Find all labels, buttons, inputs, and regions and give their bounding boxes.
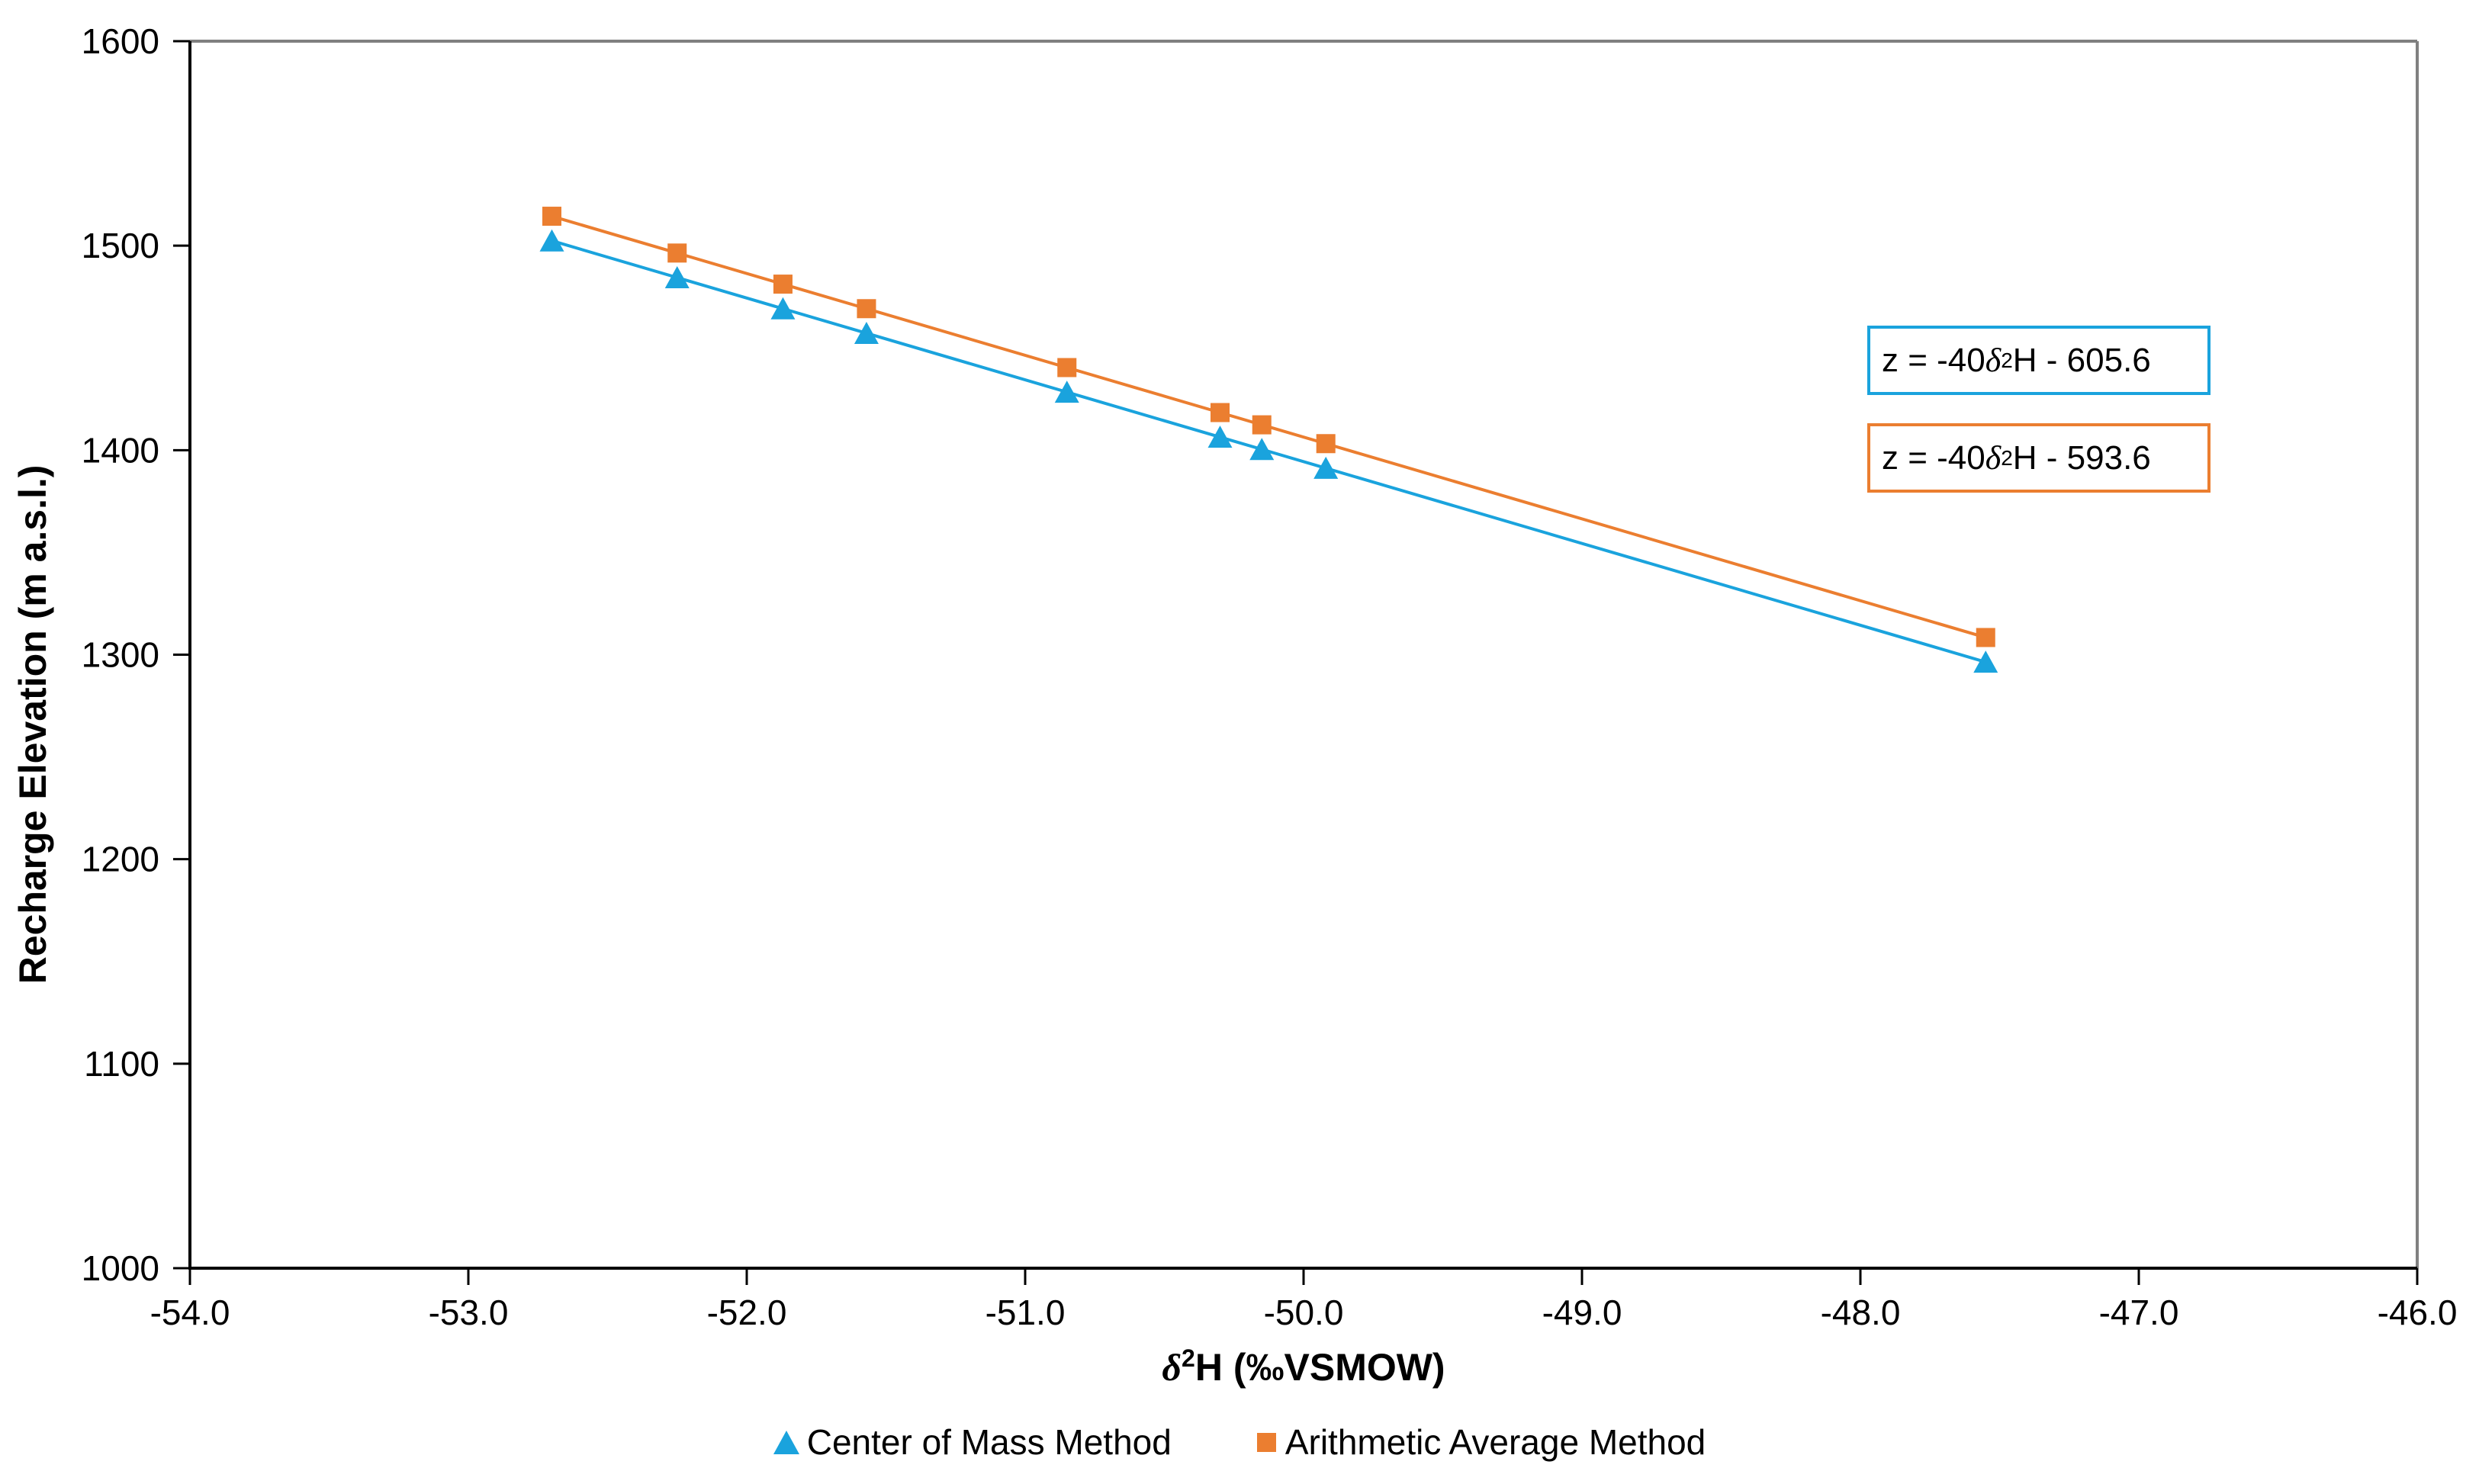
plot-frame	[190, 40, 2419, 1268]
y-tick-label: 1000	[82, 1248, 159, 1288]
data-point[interactable]	[542, 207, 561, 226]
x-tick-label: -48.0	[1821, 1293, 1901, 1332]
triangle-marker-icon	[773, 1430, 799, 1454]
x-tick-label: -50.0	[1264, 1293, 1344, 1332]
data-point[interactable]	[773, 275, 793, 294]
data-point[interactable]	[1054, 381, 1079, 403]
axes	[188, 41, 2417, 1270]
data-point[interactable]	[1316, 434, 1336, 454]
x-tick-label: -49.0	[1542, 1293, 1622, 1332]
data-point[interactable]	[1249, 438, 1275, 461]
x-tick-label: -46.0	[2378, 1293, 2458, 1332]
y-tick-label: 1100	[84, 1044, 159, 1084]
y-tick-label: 1400	[82, 430, 159, 470]
x-tick-label: -54.0	[150, 1293, 230, 1332]
data-point[interactable]	[1976, 628, 1995, 647]
data-point[interactable]	[854, 321, 879, 344]
y-tick-label: 1300	[82, 635, 159, 675]
data-point[interactable]	[1211, 403, 1230, 422]
y-tick-label: 1600	[82, 21, 159, 61]
data-point[interactable]	[770, 297, 796, 320]
square-marker-icon	[1256, 1432, 1276, 1452]
legend: Center of Mass Method Arithmetic Average…	[0, 1415, 2479, 1469]
legend-item-arithmetic-average[interactable]: Arithmetic Average Method	[1256, 1421, 1706, 1463]
data-point[interactable]	[1313, 456, 1339, 479]
data-point[interactable]	[1252, 415, 1272, 435]
data-point[interactable]	[857, 299, 876, 319]
x-axis-ticks: -54.0 -53.0 -52.0 -51.0 -50.0 -49.0 -48.0 -47.0…	[150, 1268, 2458, 1332]
data-point[interactable]	[539, 229, 564, 252]
data-point[interactable]	[664, 266, 690, 289]
data-point[interactable]	[1973, 650, 1998, 673]
y-axis-ticks: 1000 1100 1200 1300 1400 1500 1600	[82, 21, 190, 1288]
y-axis-title: Recharge Elevation (m a.s.l.)	[11, 465, 54, 985]
y-tick-label: 1500	[82, 226, 159, 265]
series-arithmetic-average	[542, 207, 1995, 647]
legend-item-center-of-mass[interactable]: Center of Mass Method	[773, 1421, 1172, 1463]
x-tick-label: -53.0	[429, 1293, 509, 1332]
data-point[interactable]	[1207, 426, 1233, 448]
series-center-of-mass	[539, 229, 1998, 673]
legend-label-arithmetic-average: Arithmetic Average Method	[1285, 1422, 1706, 1462]
x-tick-label: -47.0	[2099, 1293, 2179, 1332]
data-point[interactable]	[1057, 358, 1077, 377]
data-point[interactable]	[667, 243, 687, 263]
legend-label-center-of-mass: Center of Mass Method	[806, 1422, 1172, 1462]
x-tick-label: -51.0	[985, 1293, 1066, 1332]
x-tick-label: -52.0	[707, 1293, 787, 1332]
y-tick-label: 1200	[82, 840, 159, 879]
x-axis-title: δ2H (‰VSMOW)	[1162, 1344, 1445, 1389]
